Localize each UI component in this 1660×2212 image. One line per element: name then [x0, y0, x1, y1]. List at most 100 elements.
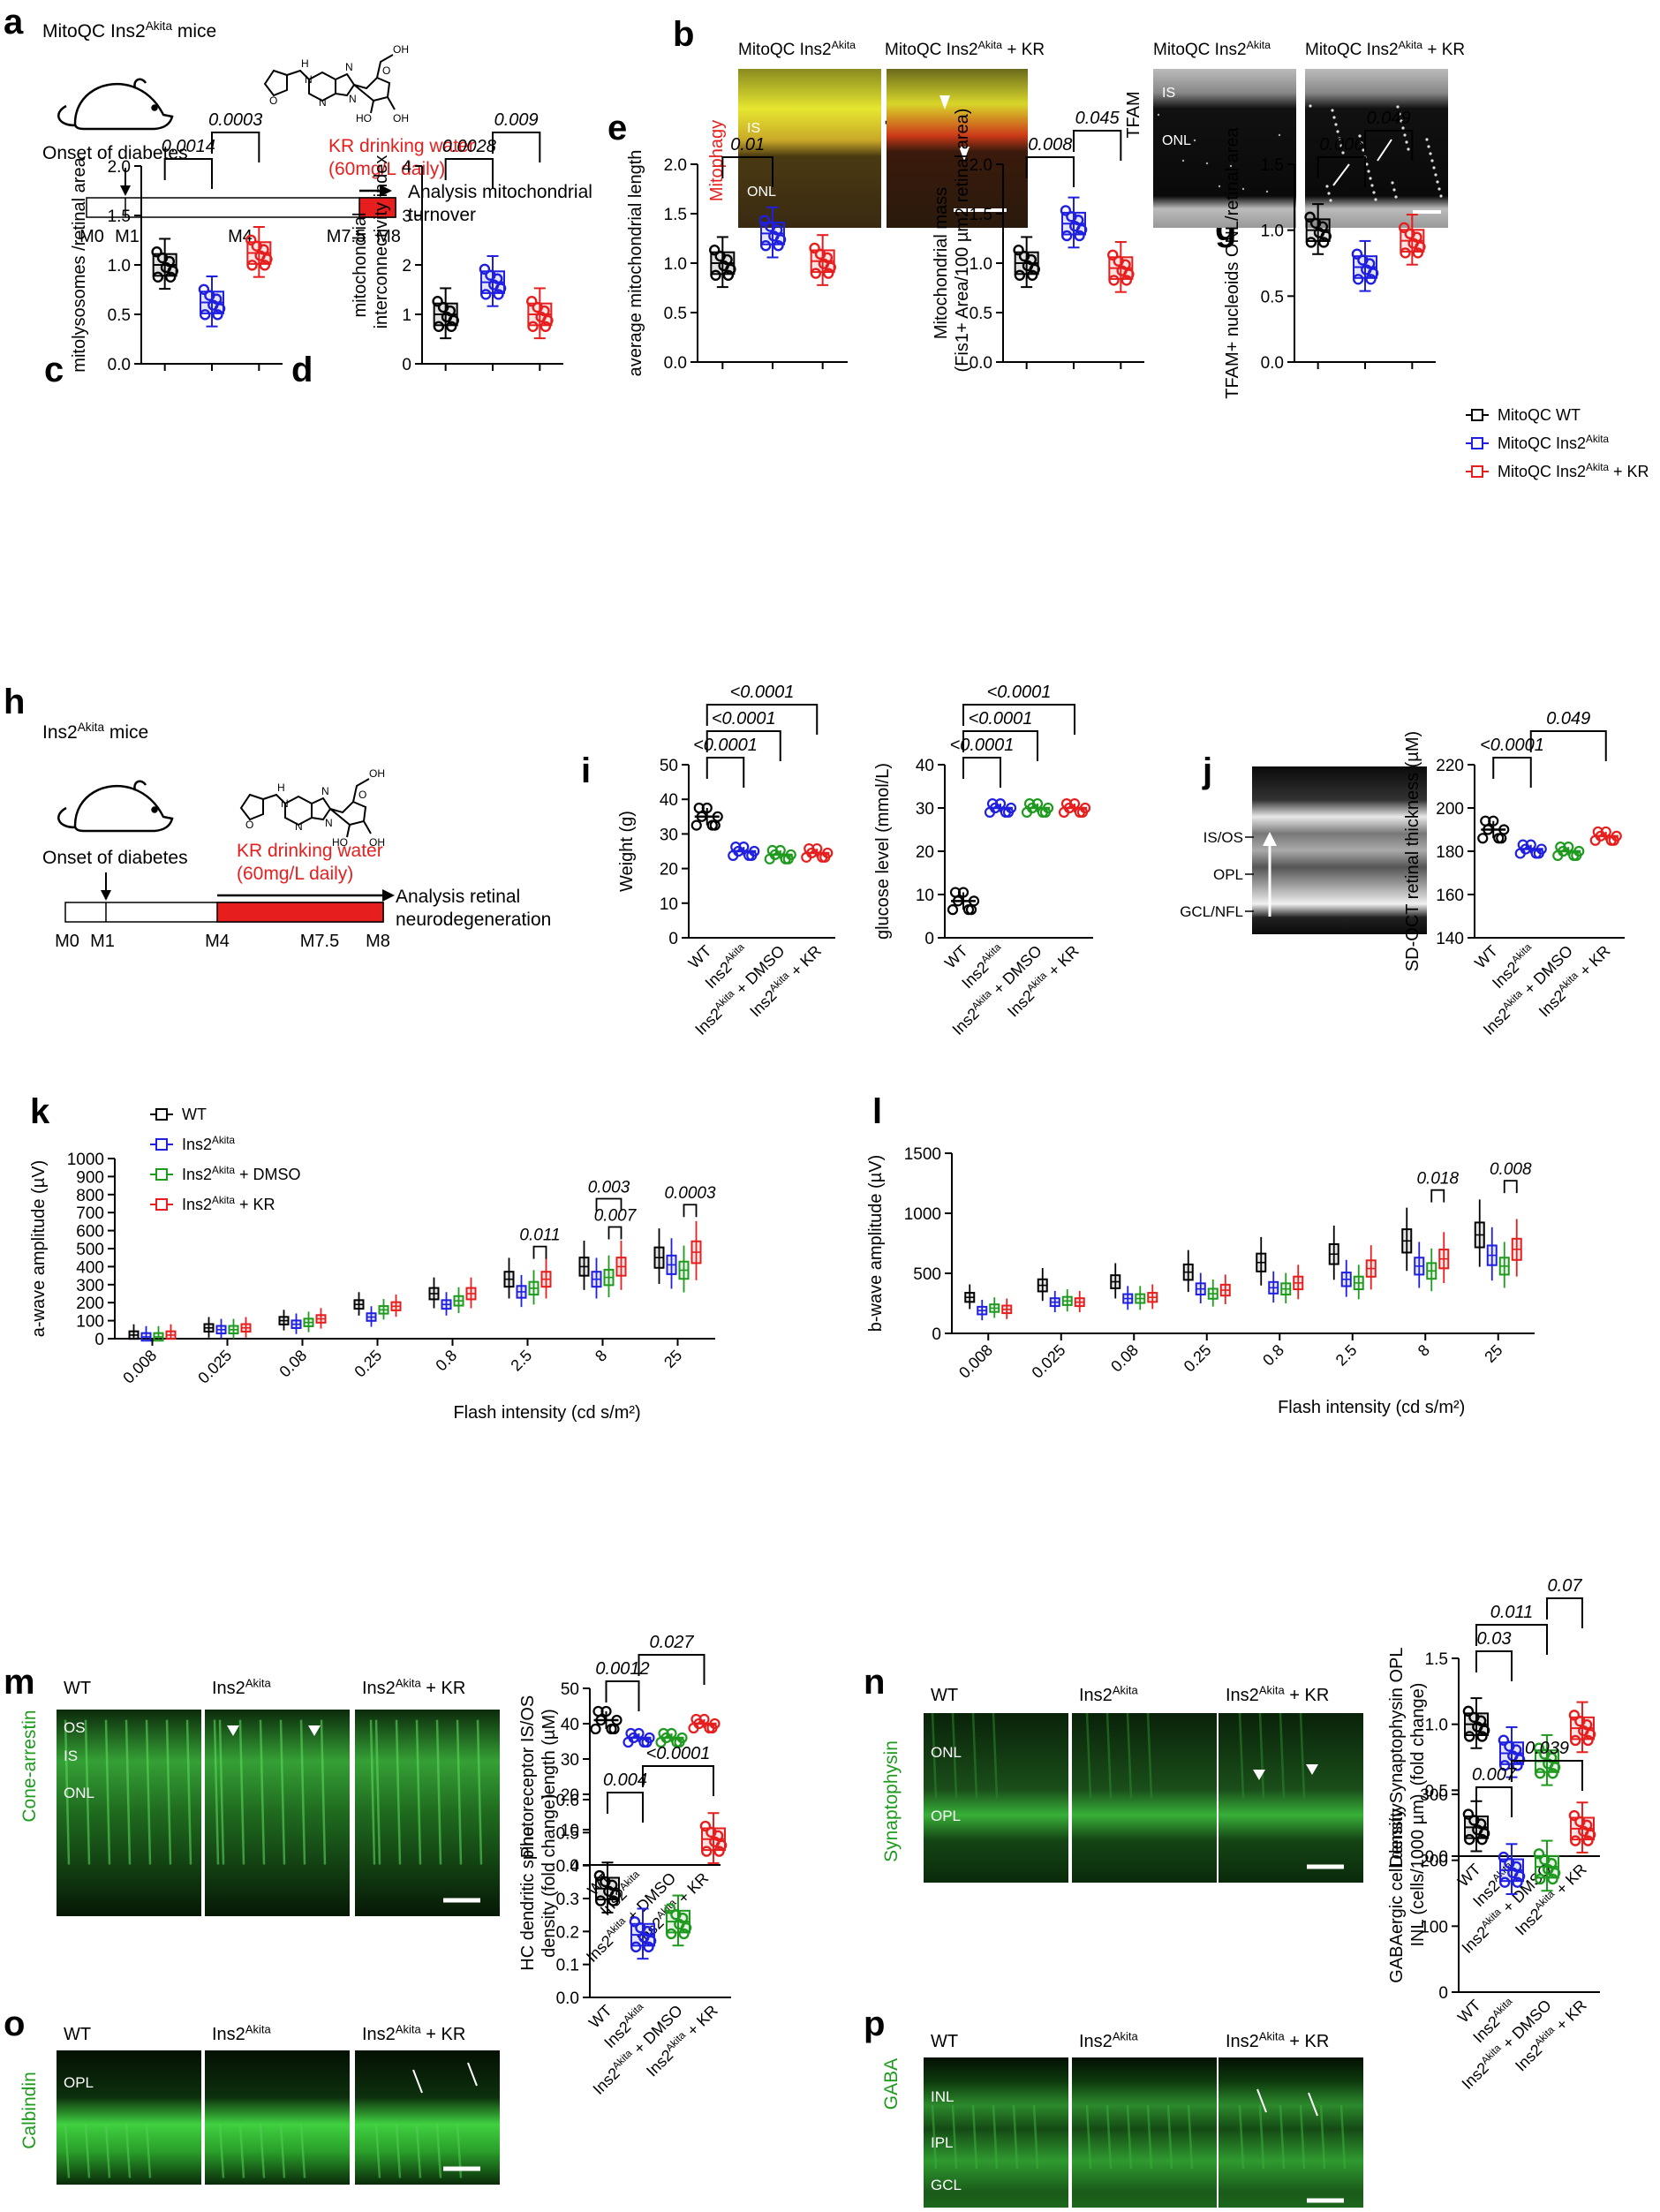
micrograph-texture — [84, 2124, 91, 2178]
layer-label: OPL — [931, 1808, 961, 1824]
y-tick-label: 200 — [76, 1295, 104, 1313]
significance-bracket — [607, 1226, 622, 1240]
stain-label: Synaptophysin — [881, 1740, 902, 1862]
y-axis-label-line: density (fold change) — [540, 1793, 559, 1958]
label-part: + KR — [1609, 463, 1649, 480]
data-point — [1120, 275, 1133, 286]
tfam-nucleoid-dot — [1437, 187, 1441, 191]
label-part: Ins2 — [42, 722, 78, 743]
micrograph-texture — [238, 1719, 245, 1865]
tfam-image-akita — [1153, 69, 1296, 228]
panel-title: MitoQC Ins2Akita mice — [42, 19, 216, 42]
tfam-nucleoid-dot — [1327, 192, 1331, 195]
data-point — [1304, 211, 1316, 223]
data-point — [204, 290, 215, 301]
timeline-month-label: M7.5 — [300, 932, 339, 951]
x-category-label: 0.08 — [1107, 1341, 1142, 1376]
y-tick-label: 300 — [1420, 1786, 1448, 1805]
mouse-tail — [57, 806, 76, 829]
y-tick-label: 0.0 — [1425, 1848, 1448, 1867]
label-superscript: Akita — [1247, 39, 1271, 51]
panel-letter-i: i — [581, 751, 591, 790]
data-point — [245, 234, 257, 245]
micrograph-texture — [1319, 2104, 1326, 2170]
data-point — [600, 1876, 611, 1888]
micrograph-texture — [415, 1719, 422, 1865]
label-superscript: Akita — [146, 19, 173, 33]
significance-bracket — [163, 158, 213, 189]
data-point — [437, 301, 449, 313]
panel-letter-l: l — [872, 1092, 882, 1131]
arrowhead-icon — [1306, 1764, 1318, 1775]
significance-bracket — [706, 757, 745, 788]
mouse-tail — [57, 104, 76, 127]
label-part: MitoQC Ins2 — [1498, 463, 1586, 480]
layer-label: IPL — [931, 2134, 954, 2151]
data-point — [1463, 1731, 1475, 1742]
oct-layer-label: GCL/NFL — [1180, 903, 1243, 920]
arrow-icon — [1332, 163, 1350, 186]
label-part: MitoQC Ins2 — [42, 21, 146, 42]
micrograph-texture — [124, 2124, 132, 2178]
label-part: MitoQC Ins2 — [1498, 434, 1586, 452]
ribose-ring — [329, 800, 367, 827]
y-tick-label: 3 — [402, 208, 411, 226]
y-axis-label: Density Synaptophysin OPL (fold change) — [1387, 1647, 1428, 1867]
data-point — [1317, 237, 1330, 248]
data-point — [1547, 1873, 1558, 1885]
data-point — [1504, 1857, 1515, 1869]
y-tick-label: 0.6 — [556, 1792, 579, 1810]
label-part: + KR — [421, 2025, 466, 2044]
label-part: + DMSO — [235, 1166, 301, 1183]
tfam-nucleoid-dot — [1396, 105, 1400, 109]
data-point — [1365, 274, 1377, 285]
tfam-nucleoid-dot — [1374, 198, 1377, 201]
micrograph-texture — [971, 2104, 978, 2170]
p-value-label: 0.011 — [1490, 1603, 1534, 1622]
kr-dose-label: (60mg/L daily) — [237, 864, 353, 884]
x-category-label: 0.025 — [1029, 1341, 1069, 1382]
data-point — [1472, 1824, 1483, 1836]
data-point — [760, 239, 772, 252]
data-point — [809, 242, 820, 254]
atom-label: N — [349, 93, 357, 105]
tfam-nucleoid-dot — [1360, 141, 1363, 145]
data-point — [1116, 265, 1128, 276]
y-tick-label: 0.0 — [1261, 354, 1284, 373]
x-category-label: 0.008 — [119, 1347, 160, 1387]
stain-label: Cone-arrestin — [19, 1710, 40, 1822]
y-tick-label: 0.5 — [664, 305, 687, 323]
atom-label: O — [358, 789, 366, 801]
label-part: + KR — [1002, 41, 1045, 59]
significance-bracket — [1546, 1597, 1583, 1628]
y-tick-label: 200 — [1420, 1853, 1448, 1871]
label-superscript: Akita — [1113, 1683, 1139, 1696]
panel-letter-j: j — [1202, 751, 1212, 790]
y-tick-label: 20 — [916, 843, 934, 862]
micrograph-texture — [1187, 2104, 1194, 2170]
x-category-label: WT — [1454, 1997, 1484, 2027]
image-label: MitoQC Ins2Akita — [1153, 39, 1271, 59]
data-point — [445, 321, 457, 332]
y-tick-label: 30 — [660, 826, 678, 844]
layer-label-onl: ONL — [747, 185, 776, 200]
tfam-nucleoid-dot — [1169, 136, 1173, 140]
label-part: WT — [941, 942, 971, 972]
data-point — [758, 215, 771, 226]
bond — [376, 54, 394, 79]
y-tick-label: 600 — [76, 1223, 104, 1242]
data-point — [765, 221, 776, 232]
y-axis-label: average mitochondrial length — [626, 150, 645, 377]
y-tick-label: 40 — [660, 791, 678, 810]
tfam-nucleoid-dot — [1400, 119, 1403, 123]
data-point — [814, 248, 826, 260]
bond — [370, 96, 396, 114]
significance-bracket — [642, 1765, 714, 1796]
bond — [346, 820, 372, 838]
column-label-wt: WT — [931, 1686, 958, 1705]
y-axis-label: mitolysosomes /retinal area — [70, 156, 89, 372]
data-point — [693, 802, 705, 814]
data-point — [1569, 1734, 1581, 1747]
y-tick-label: 2.0 — [970, 156, 992, 175]
